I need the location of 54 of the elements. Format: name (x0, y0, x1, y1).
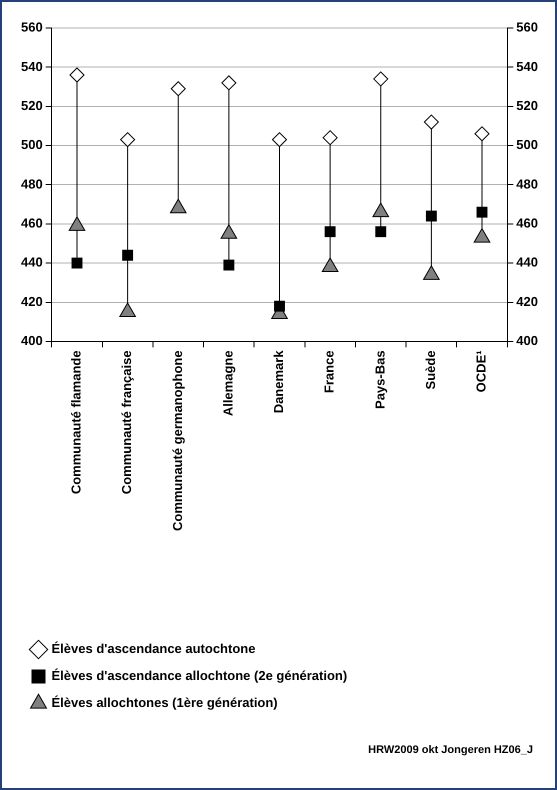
y-tick-label: 500 (20, 137, 43, 152)
x-tick-label: Pays-Bas (372, 350, 388, 409)
legend-label: Élèves d'ascendance allochtone (2e génération) (52, 668, 348, 684)
point (119, 302, 136, 318)
y2-tick-label: 540 (516, 58, 538, 74)
y2-tick-label: 500 (516, 137, 538, 152)
point (221, 75, 236, 90)
x-tick-label: Communauté germanophone (170, 350, 185, 532)
point (372, 202, 390, 218)
y2-tick-label: 520 (516, 98, 538, 113)
x-tick-label: Suède (422, 350, 438, 390)
y-tick-label: 520 (20, 98, 43, 113)
point (426, 210, 437, 222)
legend-label: Élèves allochtones (1ère génération) (52, 695, 278, 710)
point (423, 265, 440, 280)
y-tick-label: 540 (20, 58, 43, 74)
point (324, 226, 336, 238)
point (223, 260, 234, 270)
y-tick-label: 460 (20, 215, 43, 230)
y-tick-label: 400 (20, 333, 43, 348)
point (474, 126, 490, 142)
point (70, 68, 84, 83)
point (424, 114, 439, 130)
y-tick-label: 440 (20, 254, 43, 270)
point (272, 132, 287, 148)
point (373, 71, 388, 86)
point (474, 228, 490, 243)
y2-tick-label: 420 (516, 294, 538, 309)
point (72, 258, 82, 269)
x-tick-label: Communauté française (119, 350, 134, 494)
point (120, 132, 136, 148)
y-tick-label: 560 (20, 20, 43, 35)
y2-tick-label: 440 (516, 254, 538, 270)
point (220, 224, 238, 239)
y2-tick-label: 480 (516, 176, 538, 192)
x-tick-label: Allemagne (220, 350, 236, 416)
y2-tick-label: 400 (516, 333, 538, 348)
y-tick-label: 420 (20, 294, 43, 309)
legend-label: Élèves d'ascendance autochtone (52, 641, 256, 656)
y2-tick-label: 460 (516, 215, 538, 230)
point (375, 226, 386, 238)
x-tick-label: OCDE¹ (474, 350, 489, 392)
x-tick-label: Communauté flamande (68, 350, 84, 494)
point (170, 81, 186, 96)
y-tick-label: 480 (20, 176, 43, 192)
point (322, 130, 338, 146)
point (476, 206, 488, 218)
x-tick-label: France (322, 350, 337, 394)
x-tick-label: Danemark (271, 350, 286, 414)
y2-tick-label: 560 (516, 20, 538, 35)
text: HRW2009 okt Jongeren HZ06_J (368, 744, 533, 756)
point (122, 250, 134, 261)
point (274, 300, 285, 312)
point (322, 257, 338, 272)
